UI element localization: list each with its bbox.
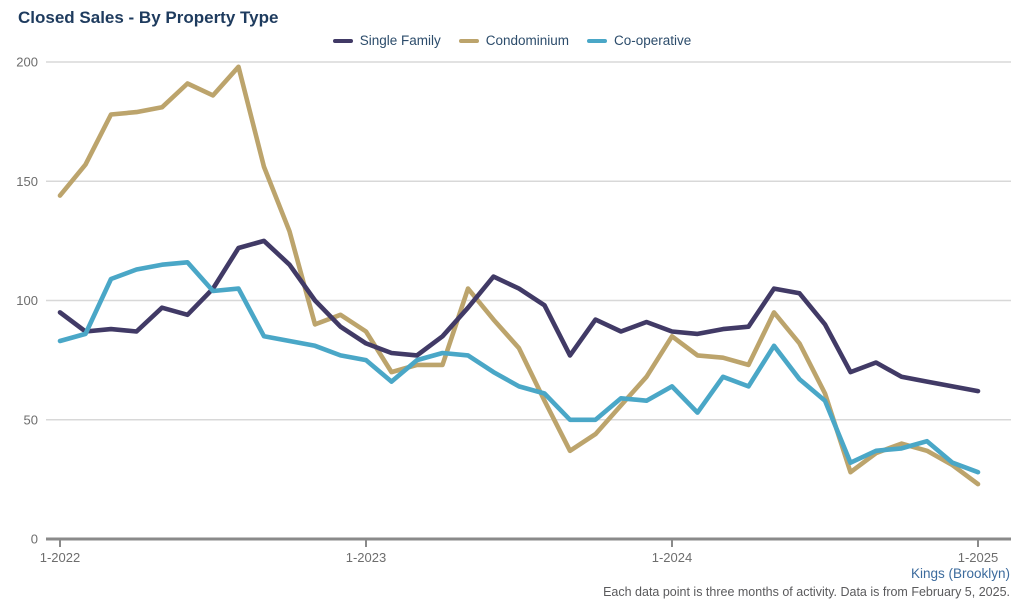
legend-item-condominium[interactable]: Condominium <box>458 33 570 48</box>
page-title: Closed Sales - By Property Type <box>18 8 279 27</box>
series-line-co-operative[interactable] <box>57 259 981 475</box>
series-line-condominium[interactable] <box>57 64 981 487</box>
legend-item-single-family[interactable]: Single Family <box>332 33 441 48</box>
x-axis-label-1-2025: 1-2025 <box>958 550 998 565</box>
y-axis-label-50: 50 <box>24 412 38 427</box>
legend-swatch-co-operative <box>587 38 608 43</box>
x-axis-label-1-2023: 1-2023 <box>346 550 386 565</box>
y-axis-label-0: 0 <box>31 532 38 547</box>
legend-label: Single Family <box>359 33 441 48</box>
legend-label: Condominium <box>485 33 570 48</box>
legend-swatch-condominium <box>458 38 479 43</box>
x-axis-label-1-2022: 1-2022 <box>40 550 80 565</box>
y-axis-label-150: 150 <box>16 174 38 189</box>
chart-legend: Single Family Condominium Co-operative <box>0 33 1024 48</box>
series-line-single-family[interactable] <box>57 238 981 394</box>
x-axis-label-1-2024: 1-2024 <box>652 550 692 565</box>
region-link[interactable]: Kings (Brooklyn) <box>910 566 1010 581</box>
y-axis-label-100: 100 <box>16 293 38 308</box>
legend-label: Co-operative <box>614 33 692 48</box>
legend-swatch-single-family <box>332 38 353 43</box>
legend-item-co-operative[interactable]: Co-operative <box>587 33 691 48</box>
data-note: Each data point is three months of activ… <box>603 585 1010 599</box>
y-axis-label-200: 200 <box>16 55 38 70</box>
